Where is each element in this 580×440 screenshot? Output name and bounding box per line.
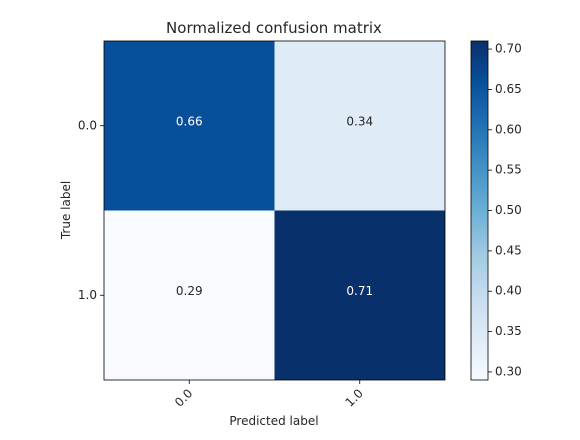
colorbar-tick-label: 0.65 [495,82,522,96]
cell-value-label-0-1: 0.34 [346,114,373,128]
colorbar-tick-label: 0.40 [495,284,522,298]
colorbar-tick-label: 0.30 [495,364,522,378]
cell-value-label-1-0: 0.29 [176,284,203,298]
colorbar-ticks: 0.30 0.35 0.40 0.45 0.50 0.55 0.60 0.65 0.70 [488,42,522,378]
matrix-cell-0-0 [104,41,275,211]
cell-value-label-1-1: 0.71 [346,284,373,298]
colorbar-tick-label: 0.55 [495,163,522,177]
chart-title: Normalized confusion matrix [166,19,382,37]
colorbar-tick-label: 0.45 [495,243,522,257]
matrix-frame [103,40,446,381]
y-tick-label: 1.0 [78,288,97,302]
colorbar [470,40,489,381]
colorbar-tick-label: 0.60 [495,122,522,136]
x-axis-label: Predicted label [229,414,318,428]
matrix-cell-0-1 [274,41,445,211]
matrix-cells: 0.66 0.34 0.29 0.71 [104,41,445,380]
y-tick-label: 0.0 [78,118,97,132]
colorbar-tick-label: 0.70 [495,42,522,56]
colorbar-tick-label: 0.50 [495,203,522,217]
y-axis-ticks: 0.0 1.0 [78,118,104,302]
x-tick-label: 0.0 [172,386,195,409]
matrix-cell-1-1 [274,210,445,380]
x-axis-ticks: 0.0 1.0 [172,380,366,410]
y-axis-label: True label [59,181,73,240]
matrix-cell-1-0 [104,210,275,380]
cell-value-label-0-0: 0.66 [176,114,203,128]
colorbar-tick-label: 0.35 [495,324,522,338]
x-tick-label: 1.0 [342,386,365,409]
